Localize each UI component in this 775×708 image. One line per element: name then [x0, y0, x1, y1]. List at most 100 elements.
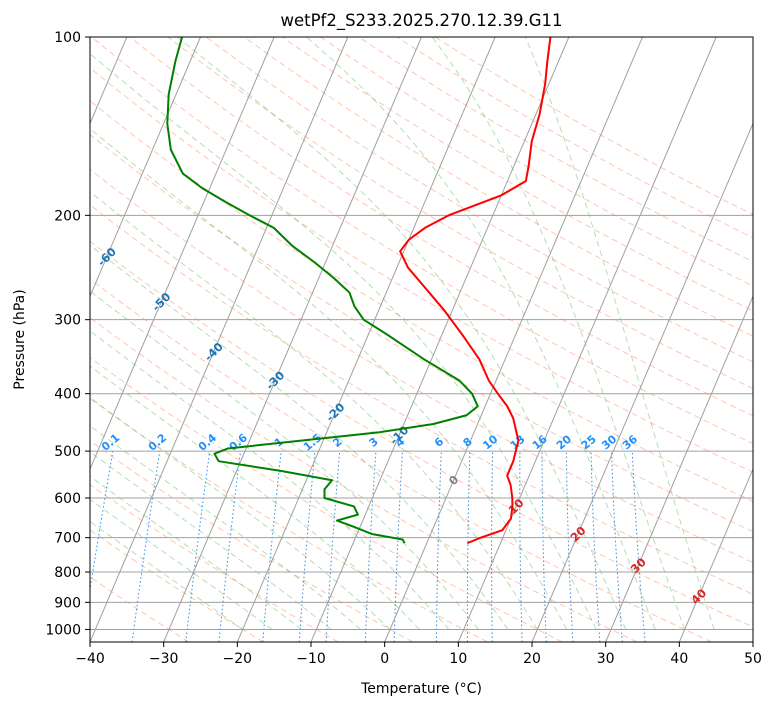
dry-adiabat: [282, 37, 753, 312]
moist-adiabat: [90, 52, 597, 630]
moist-adiabat: [90, 425, 361, 630]
mixing-ratio-line: [590, 451, 601, 642]
y-tick-label: 400: [54, 387, 81, 403]
mixing-ratio-label: 8: [461, 435, 475, 450]
mixing-ratio-line: [466, 451, 471, 642]
dry-adiabat: [90, 204, 753, 595]
y-tick-label: 1000: [45, 622, 81, 638]
dry-adiabat: [90, 397, 488, 642]
mixing-ratio-line: [364, 451, 377, 642]
isotherm-gridline: [236, 37, 496, 642]
mixing-ratio-line: [435, 451, 442, 642]
mixing-ratio-line: [90, 451, 114, 593]
y-tick-label: 300: [54, 313, 81, 329]
isotherm-gridline: [678, 467, 753, 642]
plot-frame: [89, 36, 754, 643]
dry-adiabat: [90, 168, 753, 564]
isotherm-label: -20: [323, 400, 348, 425]
dry-adiabat: [90, 484, 339, 642]
mixing-ratio-line: [491, 451, 494, 642]
sounding-profiles: [166, 37, 552, 545]
x-tick-label: 0: [380, 651, 389, 667]
mixing-ratio-label: 6: [432, 435, 446, 450]
isotherm-label: 40: [688, 586, 709, 607]
x-tick-label: 50: [744, 651, 762, 667]
x-tick-label: −40: [75, 651, 105, 667]
dewpoint-profile-line: [166, 37, 479, 544]
moist-adiabat: [90, 330, 450, 630]
dry-adiabat: [90, 316, 638, 642]
dry-adiabat: [90, 356, 563, 642]
y-tick-label: 600: [54, 491, 81, 507]
y-tick-label: 800: [54, 565, 81, 581]
moist-adiabat: [431, 37, 686, 630]
dry-adiabat: [90, 100, 753, 503]
x-tick-label: 40: [670, 651, 688, 667]
isotherm-gridline: [605, 295, 753, 642]
isotherm-labels: 0.10.20.40.611.52346810131620253036-100-…: [95, 245, 710, 608]
mixing-ratio-line: [262, 451, 282, 642]
isotherm-label: -30: [263, 368, 288, 393]
isotherm-gridline: [531, 122, 753, 642]
isotherm-label: -10: [387, 423, 412, 448]
isotherm-gridline: [310, 37, 570, 642]
isotherm-gridline: [384, 37, 643, 642]
dry-adiabat: [90, 440, 414, 642]
mixing-ratio-line: [519, 451, 523, 642]
isotherm-gridline: [90, 37, 349, 642]
mixing-ratio-label: 25: [579, 433, 599, 453]
moist-adiabat: [90, 396, 391, 630]
x-axis-ticks: −40 −30 −20 −10 0 10 20 30 40 50: [75, 642, 762, 667]
dry-adiabat: [167, 37, 753, 390]
y-axis-ticks: 100 200 300 400 500 600 700 800 900 1000: [45, 30, 90, 638]
isotherm-label: 20: [567, 523, 588, 544]
x-tick-label: 20: [523, 651, 541, 667]
isotherm-gridline: [457, 37, 717, 642]
mixing-ratio-label: 0.4: [196, 431, 220, 454]
isotherm-gridline: [90, 37, 275, 471]
moist-adiabat: [177, 37, 627, 630]
isotherm-gridline: [90, 37, 201, 298]
dry-adiabat: [90, 576, 190, 642]
isotherm-label: 0: [446, 472, 462, 488]
mixing-ratio-label: 16: [530, 432, 550, 452]
moist-adiabat: [90, 290, 479, 630]
background-lines: [90, 37, 753, 642]
dry-adiabat: [90, 240, 753, 628]
x-tick-label: −30: [149, 651, 179, 667]
moist-adiabat: [90, 244, 509, 630]
dry-adiabat: [244, 37, 753, 337]
mixing-ratio-label: 1.5: [301, 431, 324, 453]
mixing-ratio-label: 20: [554, 432, 574, 452]
mixing-ratio-label: 0.2: [146, 431, 169, 453]
y-tick-label: 500: [54, 444, 81, 460]
dry-adiabat: [129, 37, 753, 417]
moist-adiabat: [90, 451, 332, 630]
mixing-ratio-line: [185, 451, 211, 642]
y-tick-label: 900: [54, 595, 81, 611]
temperature-profile-line: [399, 37, 552, 545]
isotherm-label: 30: [628, 555, 649, 576]
x-tick-label: 30: [597, 651, 615, 667]
x-tick-label: −20: [223, 651, 253, 667]
dry-adiabat: [90, 278, 712, 642]
mixing-ratio-line: [298, 451, 316, 642]
y-axis-label: Pressure (hPa): [12, 289, 28, 389]
isotherm-label: -40: [201, 340, 226, 365]
moist-adiabat: [90, 128, 568, 630]
mixing-ratio-label: 3: [367, 435, 381, 450]
dry-adiabat: [91, 37, 753, 445]
mixing-ratio-line: [631, 451, 646, 642]
mixing-ratio-line: [218, 451, 242, 642]
isotherm-gridline: [752, 640, 753, 642]
dry-adiabat: [90, 133, 753, 533]
chart-title: wetPf2_S233.2025.270.12.39.G11: [280, 11, 562, 31]
x-tick-label: 10: [449, 651, 467, 667]
mixing-ratio-line: [610, 451, 623, 642]
moist-adiabat: [306, 37, 656, 630]
mixing-ratio-line: [565, 451, 574, 642]
y-tick-label: 200: [54, 208, 81, 224]
y-tick-label: 700: [54, 531, 81, 547]
grid-lines: [90, 37, 753, 642]
